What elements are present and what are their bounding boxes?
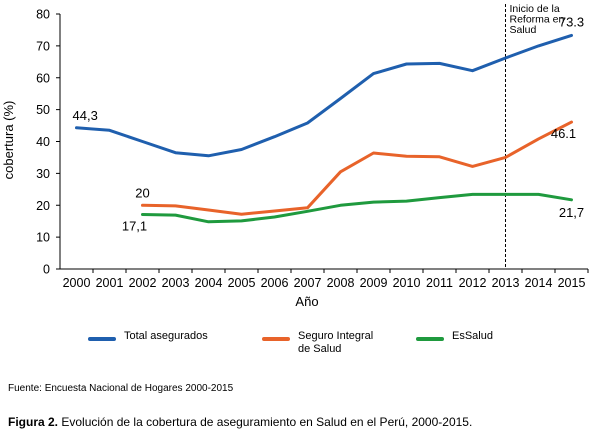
legend-swatch-essalud (416, 337, 444, 341)
legend-label-sis: Seguro Integral de Salud (298, 330, 374, 355)
y-tick-label: 40 (36, 135, 50, 149)
data-label: 46.1 (551, 126, 576, 141)
x-tick-label: 2006 (261, 276, 289, 290)
x-tick-label: 2000 (63, 276, 91, 290)
data-label: 17,1 (122, 218, 147, 233)
x-tick-label: 2014 (525, 276, 553, 290)
series-line-1 (141, 120, 573, 216)
y-tick-label: 60 (36, 71, 50, 85)
y-axis-title: cobertura (%) (1, 101, 16, 180)
chart-data-labels: 44,3 73.3 20 46.1 17,1 21,7 (73, 14, 585, 233)
reform-annotation-text: Inicio de la (510, 3, 560, 15)
data-label: 44,3 (73, 108, 98, 123)
y-tick-label: 70 (36, 39, 50, 53)
series-line-2 (141, 192, 573, 224)
chart-legend: Total asegurados Seguro Integral de Salu… (0, 330, 592, 370)
data-label: 20 (135, 185, 149, 200)
legend-label-essalud: EsSalud (452, 330, 493, 342)
chart-axes: 0 10 20 30 40 50 60 70 80 2000 2001 2002 2003 2004 200… (36, 3, 589, 290)
figure-caption-text: Evolución de la cobertura de aseguramien… (58, 415, 473, 429)
x-tick-label: 2003 (162, 276, 190, 290)
x-tick-label: 2013 (492, 276, 520, 290)
data-label: 21,7 (559, 205, 584, 220)
chart-series-lines (75, 33, 573, 224)
x-tick-label: 2007 (294, 276, 322, 290)
legend-label-total: Total asegurados (124, 330, 208, 342)
coverage-line-chart: 0 10 20 30 40 50 60 70 80 2000 2001 2002 2003 2004 200… (1, 3, 589, 309)
y-tick-label: 30 (36, 167, 50, 181)
legend-item-sis: Seguro Integral de Salud (262, 330, 373, 356)
reform-annotation-text: Salud (510, 24, 537, 36)
y-tick-label: 20 (36, 199, 50, 213)
x-tick-label: 2004 (195, 276, 223, 290)
figure-caption-label: Figura 2. (8, 415, 59, 429)
x-tick-label: 2009 (360, 276, 388, 290)
x-tick-label: 2015 (558, 276, 586, 290)
x-tick-label: 2008 (327, 276, 355, 290)
data-label: 73.3 (559, 14, 584, 29)
y-tick-label: 10 (36, 231, 50, 245)
figure-caption: Figura 2. Evolución de la cobertura de a… (8, 415, 472, 429)
legend-item-total: Total asegurados (88, 330, 208, 343)
legend-swatch-sis (262, 337, 290, 341)
x-axis-title: Año (295, 294, 318, 309)
series-line-0 (75, 33, 573, 158)
x-tick-label: 2005 (228, 276, 256, 290)
reform-annotation-text: Reforma en (510, 14, 565, 26)
y-tick-label: 0 (43, 263, 50, 277)
legend-swatch-total (88, 337, 116, 341)
legend-item-essalud: EsSalud (416, 330, 493, 343)
x-tick-label: 2010 (393, 276, 421, 290)
x-tick-label: 2001 (96, 276, 124, 290)
y-tick-label: 50 (36, 103, 50, 117)
x-tick-label: 2002 (129, 276, 157, 290)
y-tick-label: 80 (36, 8, 50, 22)
x-tick-label: 2011 (426, 276, 453, 290)
figure-source: Fuente: Encuesta Nacional de Hogares 200… (8, 383, 234, 394)
x-tick-label: 2012 (459, 276, 487, 290)
